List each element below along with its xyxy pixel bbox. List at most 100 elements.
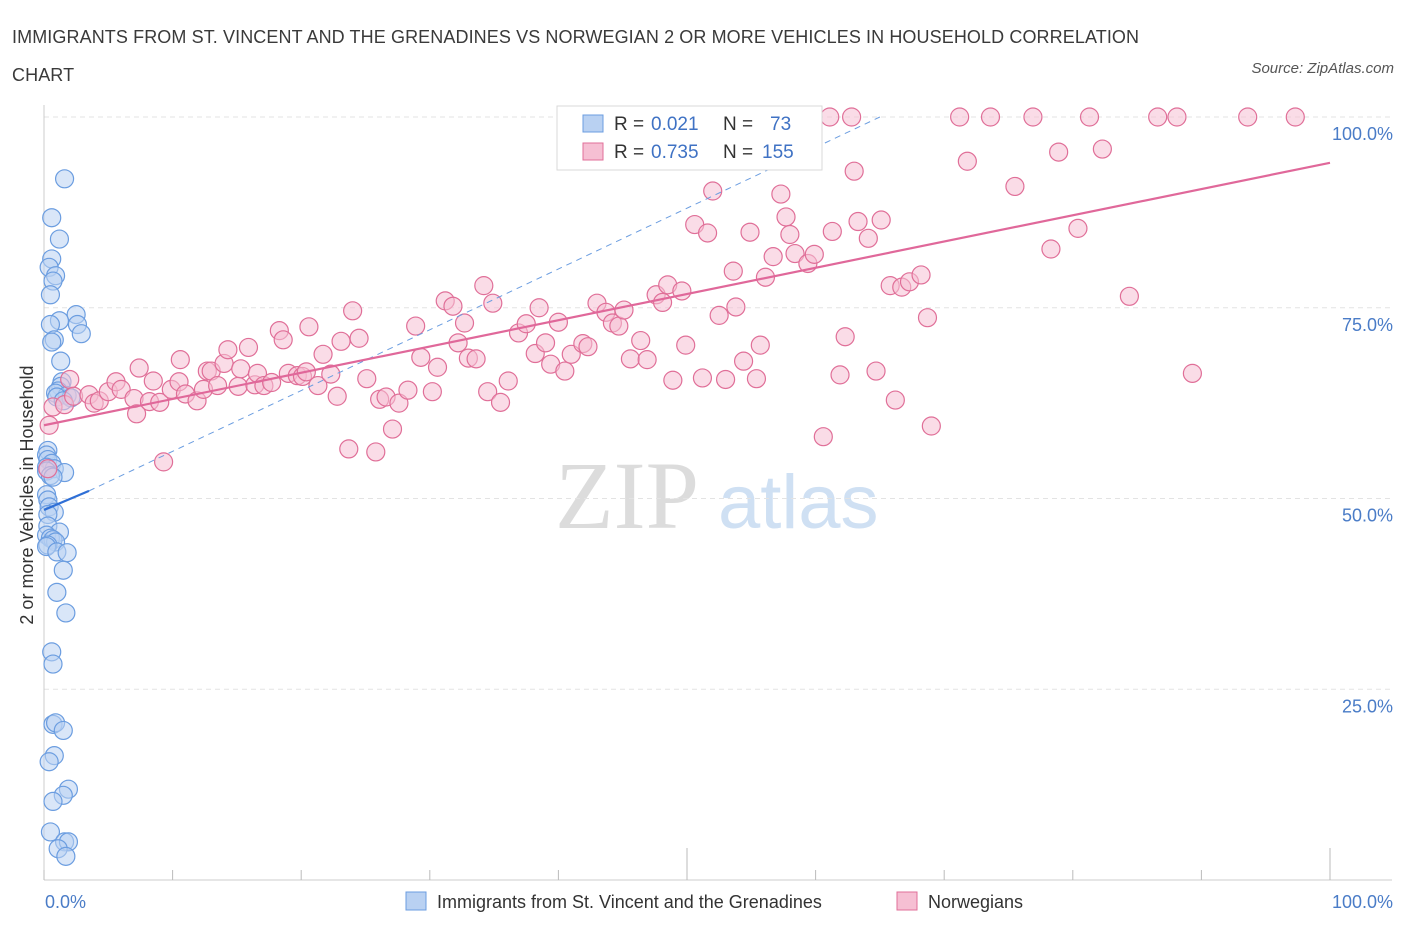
point-norwegians-114 — [776, 207, 796, 227]
point-norwegians-120 — [820, 107, 840, 127]
x-tick-label-1: 100.0% — [1332, 892, 1393, 912]
point-norwegians-151 — [1238, 107, 1258, 127]
point-immigrants-48 — [57, 543, 77, 563]
trend-line-norwegians — [43, 161, 1331, 427]
point-norwegians-62 — [427, 357, 448, 377]
point-norwegians-123 — [835, 327, 855, 347]
point-norwegians-68 — [466, 349, 486, 369]
point-norwegians-143 — [1049, 142, 1069, 162]
point-immigrants-53 — [43, 654, 63, 674]
watermark-zip: ZIP — [555, 442, 699, 549]
bottom-legend-label-pink: Norwegians — [928, 892, 1023, 912]
point-norwegians-1 — [38, 459, 58, 479]
point-norwegians-129 — [871, 210, 891, 230]
point-norwegians-98 — [676, 335, 696, 355]
series-immigrants-st-vincent — [36, 169, 91, 866]
point-norwegians-50 — [343, 301, 363, 321]
point-norwegians-69 — [474, 276, 494, 296]
point-norwegians-107 — [733, 351, 754, 371]
point-norwegians-119 — [813, 427, 833, 447]
point-norwegians-90 — [620, 349, 641, 369]
y-tick-label-1: 50.0% — [1342, 506, 1393, 526]
point-norwegians-144 — [1068, 218, 1088, 238]
trend-line-immigrants — [43, 489, 90, 511]
point-norwegians-104 — [715, 369, 736, 390]
point-norwegians-103 — [709, 305, 729, 325]
bottom-legend-label-blue: Immigrants from St. Vincent and the Gren… — [437, 892, 822, 912]
point-norwegians-105 — [723, 261, 743, 281]
point-norwegians-59 — [406, 316, 426, 336]
point-norwegians-45 — [313, 344, 333, 364]
point-immigrants-12 — [71, 324, 91, 344]
chart-title: IMMIGRANTS FROM ST. VINCENT AND THE GREN… — [12, 27, 1140, 85]
point-norwegians-106 — [726, 297, 746, 317]
point-norwegians-152 — [1285, 107, 1305, 127]
point-immigrants-14 — [42, 332, 62, 352]
grid — [44, 116, 1392, 690]
legend-swatch-pink — [582, 142, 604, 161]
legend-swatch-blue — [582, 114, 604, 133]
point-norwegians-115 — [780, 224, 800, 245]
point-norwegians-13 — [126, 404, 147, 424]
point-norwegians-70 — [478, 382, 498, 402]
point-norwegians-141 — [1023, 107, 1043, 127]
point-norwegians-43 — [299, 317, 319, 337]
point-norwegians-4 — [60, 369, 80, 390]
point-norwegians-137 — [950, 107, 970, 127]
y-tick-label-0: 25.0% — [1342, 696, 1393, 716]
bottom-legend: Immigrants from St. Vincent and the Gren… — [405, 891, 1023, 912]
point-norwegians-96 — [663, 370, 683, 390]
point-norwegians-125 — [844, 161, 864, 181]
point-immigrants-61 — [43, 791, 63, 812]
point-norwegians-134 — [911, 265, 931, 285]
point-immigrants-50 — [47, 582, 67, 602]
legend-n-value-blue: 73 — [770, 114, 791, 135]
y-axis-label: 2 or more Vehicles in Household — [17, 365, 37, 624]
point-norwegians-113 — [771, 184, 791, 204]
legend-r-value-blue: 0.021 — [651, 114, 699, 135]
point-norwegians-121 — [822, 221, 842, 242]
point-norwegians-21 — [170, 350, 190, 370]
point-norwegians-142 — [1041, 239, 1061, 259]
point-immigrants-58 — [39, 752, 59, 772]
point-immigrants-51 — [56, 603, 76, 623]
point-norwegians-56 — [382, 419, 403, 439]
point-norwegians-38 — [273, 330, 293, 350]
point-norwegians-91 — [631, 330, 651, 351]
point-norwegians-109 — [746, 369, 767, 389]
trend-line-immigrants-extension — [88, 116, 881, 492]
point-immigrants-7 — [40, 285, 61, 305]
point-norwegians-149 — [1167, 107, 1187, 127]
point-norwegians-128 — [866, 361, 886, 381]
point-norwegians-47 — [327, 386, 347, 406]
point-norwegians-122 — [830, 365, 850, 385]
point-immigrants-0 — [54, 169, 75, 189]
point-norwegians-58 — [398, 380, 418, 400]
legend: R = 0.021 N = 73 R = 0.735 N = 155 — [556, 105, 823, 171]
trend-lines — [43, 116, 1331, 511]
point-norwegians-101 — [697, 223, 718, 243]
point-norwegians-112 — [763, 247, 783, 267]
point-norwegians-102 — [703, 181, 723, 201]
bottom-legend-swatch-blue — [405, 891, 427, 911]
point-norwegians-116 — [785, 243, 805, 264]
point-norwegians-131 — [885, 390, 905, 410]
point-norwegians-81 — [555, 361, 575, 381]
point-norwegians-72 — [490, 392, 511, 412]
point-norwegians-29 — [218, 340, 238, 360]
y-tick-labels: 25.0% 50.0% 75.0% 100.0% — [1332, 124, 1393, 716]
point-norwegians-53 — [366, 442, 386, 462]
point-norwegians-139 — [980, 107, 1001, 127]
point-norwegians-51 — [349, 328, 369, 348]
point-norwegians-135 — [917, 308, 938, 328]
point-norwegians-140 — [1005, 176, 1025, 197]
point-norwegians-48 — [331, 331, 351, 351]
point-norwegians-31 — [231, 359, 251, 379]
legend-r-label-pink: R = — [614, 142, 644, 163]
x-tick-labels: 0.0% 100.0% — [45, 892, 1393, 912]
point-norwegians-92 — [637, 350, 657, 370]
legend-n-value-pink: 155 — [762, 142, 794, 163]
point-norwegians-32 — [238, 337, 259, 358]
point-immigrants-1 — [42, 208, 62, 228]
point-norwegians-100 — [692, 368, 713, 388]
